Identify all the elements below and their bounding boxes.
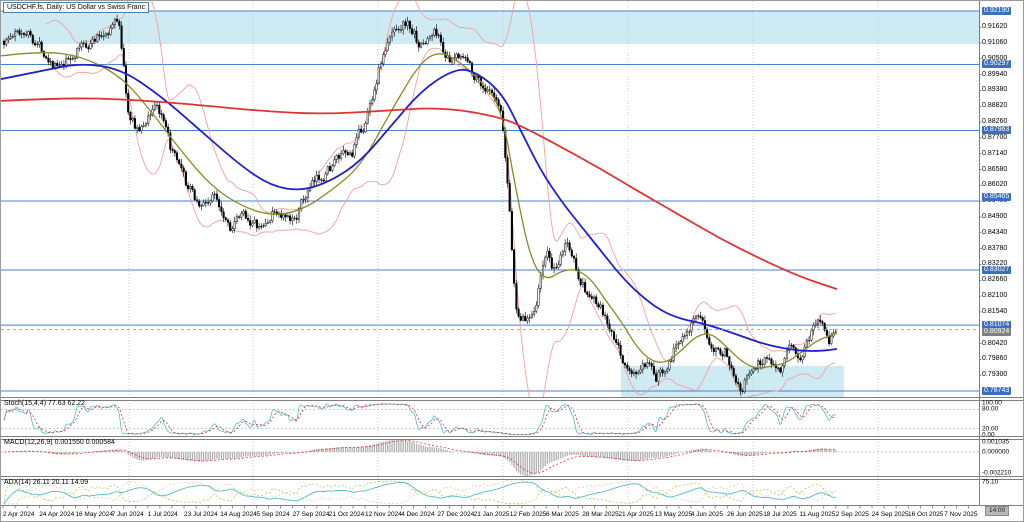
date-axis-label[interactable]: 1 Jul 2024 [147,511,178,518]
level-price-label: 0.81074 [982,321,1012,330]
macd-pane [1,440,979,476]
level-price-label: 0.90297 [982,60,1012,69]
macd-scale-label: -0.002210 [982,469,1012,477]
macd-scale-label: 0.001035 [982,438,1010,446]
stoch-scale-label: 80.00 [982,405,999,413]
adx-pane [3,479,836,505]
ma-slow-red-line [1,97,838,290]
date-axis-label[interactable]: 4 Dec 2024 [401,511,435,518]
level-price-label: 0.78743 [982,387,1012,395]
macd-histogram [5,440,837,476]
stoch-scale-label: 0.00 [982,431,995,439]
date-axis-label[interactable]: 4 Jun 2025 [690,511,723,518]
price-grid-label: 0.79300 [982,371,1008,379]
price-grid-label: 0.87140 [982,149,1008,157]
date-axis-ticks [2,506,969,509]
ma-fast-olive-line [1,52,838,369]
date-axis-label[interactable]: 12 Feb 2025 [509,511,547,518]
price-grid-label: 0.88820 [982,102,1008,110]
support-resistance-lines[interactable] [1,10,979,392]
date-axis-label[interactable]: 21 Jan 2025 [473,511,510,518]
bollinger-upper-line [45,1,836,362]
bollinger-bands [45,1,836,397]
price-grid-label: 0.84900 [982,213,1008,220]
stoch-signal-line [3,403,836,436]
price-grid-label: 0.91060 [982,38,1008,46]
price-grid-label: 0.81540 [982,307,1008,315]
date-axis-label[interactable]: 7 Nov 2025 [944,511,978,518]
supply-demand-zones [1,11,979,397]
level-price-label: 0.87963 [982,126,1012,135]
chart-title: USDCHF.fs, Daily: US Dollar vs Swiss Fra… [3,2,150,13]
date-axis-label[interactable]: 13 May 2025 [654,511,693,518]
price-grid-label: 0.86580 [982,165,1008,173]
stoch-scale-label: 100.00 [982,399,1002,407]
price-axis-ticks [979,26,982,376]
price-grid-label: 0.87700 [982,133,1008,141]
macd-indicator-label: MACD(12,26,9) 0.001550 0.000584 [4,439,115,446]
macd-scale-label: 0.000000 [982,448,1010,456]
date-axis-label[interactable]: 21 Oct 2024 [328,511,365,518]
date-axis-label[interactable]: 11 Aug 2025 [799,511,836,518]
ma-mid-blue-line [1,63,838,352]
date-axis-label[interactable]: 16 May 2024 [75,511,113,518]
price-grid-label: 0.79860 [982,355,1008,363]
date-axis-label[interactable]: 16 Oct 2025 [908,511,944,518]
level-price-label: 0.83027 [982,265,1012,274]
date-axis-label[interactable]: 12 Nov 2024 [365,511,402,518]
date-axis-label[interactable]: 2 Sep 2025 [835,511,869,518]
price-grid-label: 0.82660 [982,276,1008,284]
stoch-main-line [3,403,836,436]
date-axis-label[interactable]: 14 Aug 2024 [220,511,257,518]
date-axis-label[interactable]: 23 Jul 2024 [184,511,218,518]
date-axis-label[interactable]: 6 Mar 2025 [546,511,579,518]
date-axis-label[interactable]: 27 Sep 2024 [292,511,330,518]
price-grid-label: 0.89380 [982,86,1008,94]
adx-plus-di-line [3,480,836,505]
price-grid-label: 0.83780 [982,244,1008,252]
macd-signal-line [3,440,836,474]
price-grid-label: 0.86020 [982,181,1008,189]
price-grid-label: 0.82100 [982,292,1008,300]
date-axis-label[interactable]: 7 Jun 2024 [111,511,144,518]
bollinger-lower-line [45,47,836,397]
date-axis-label[interactable]: 28 Mar 2025 [582,511,619,518]
pane-separators[interactable] [1,397,1024,506]
candlestick-series [2,14,837,396]
price-grid-label: 0.91620 [982,23,1008,31]
date-axis-label[interactable]: 18 Jul 2025 [763,511,797,518]
date-axis-label[interactable]: 21 Apr 2025 [618,511,654,518]
level-price-label: 0.85465 [982,193,1012,202]
date-axis-label[interactable]: 24 Sep 2025 [871,511,909,518]
price-grid-label: 0.83220 [982,260,1008,268]
bear-candles [2,18,831,392]
price-grid-label: 0.80420 [982,339,1008,347]
stoch-indicator-label: Stoch(15,4,4) 77.63 62.22 [4,400,85,407]
adx-minus-di-line [4,479,836,505]
time-label: 14:00 [985,506,1010,516]
bull-candles [5,18,837,393]
price-grid-label: 0.90500 [982,54,1008,62]
date-axis-label[interactable]: 24 Apr 2024 [39,511,75,518]
adx-main-line [3,481,836,505]
date-axis-label[interactable]: 5 Sep 2024 [256,511,290,518]
vertical-gridlines [128,1,879,505]
level-price-label: 0.92190 [982,7,1012,15]
date-axis-label[interactable]: 26 Jun 2025 [727,511,763,518]
adx-indicator-label: ADX(14) 26.11 20.11 14.09 [4,479,89,486]
last-price-label: 0.80924 [982,328,1012,337]
date-axis-label[interactable]: 2 Apr 2024 [3,511,35,518]
adx-scale-label: 75.10 [982,478,999,486]
price-grid-label: 0.88260 [982,118,1008,126]
stoch-scale-label: 20.00 [982,425,999,433]
stochastic-pane [1,403,979,436]
price-grid-label: 0.89940 [982,70,1008,78]
price-grid-label: 0.84340 [982,228,1008,236]
date-axis-label[interactable]: 27 Dec 2024 [437,511,475,518]
